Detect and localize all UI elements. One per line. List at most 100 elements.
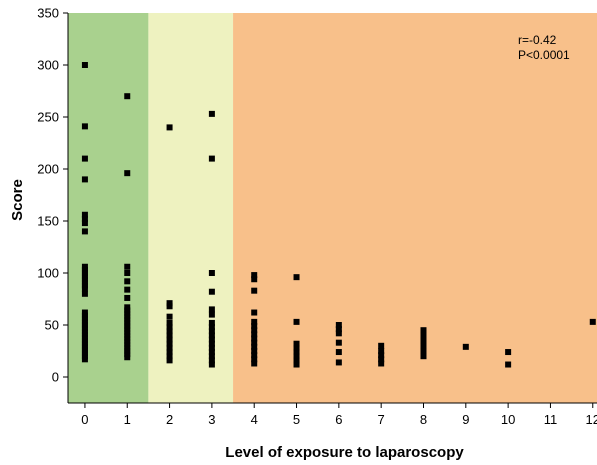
data-point: [293, 357, 300, 364]
data-point: [124, 323, 131, 330]
data-point: [208, 332, 215, 339]
data-point: [208, 361, 215, 368]
data-point: [81, 346, 88, 353]
data-point: [378, 352, 385, 359]
x-tick-label: 7: [378, 412, 385, 427]
data-point: [124, 170, 131, 177]
data-point: [124, 286, 131, 293]
data-point: [124, 329, 131, 336]
data-point: [124, 348, 131, 354]
y-tick-label: 50: [45, 318, 59, 333]
data-point: [589, 318, 596, 325]
data-point: [166, 353, 173, 360]
data-point: [166, 344, 173, 351]
data-point: [81, 337, 88, 344]
data-point: [81, 334, 88, 341]
data-point: [251, 331, 258, 338]
data-point: [81, 325, 88, 332]
data-point: [251, 335, 258, 342]
data-point: [124, 319, 131, 326]
data-point: [208, 344, 215, 351]
data-point: [251, 276, 258, 283]
data-point: [335, 339, 342, 346]
y-tick-label: 0: [52, 370, 59, 385]
data-point: [335, 322, 342, 328]
data-point: [124, 270, 131, 276]
x-tick-label: 10: [501, 412, 515, 427]
data-point: [124, 307, 131, 314]
data-point: [293, 318, 300, 325]
data-point: [208, 340, 215, 347]
data-point: [81, 356, 88, 363]
data-point: [335, 359, 342, 366]
p-value-annotation: P<0.0001: [518, 48, 570, 62]
data-point: [81, 322, 88, 328]
axes: [63, 12, 597, 408]
data-point: [124, 351, 131, 358]
data-point: [81, 328, 88, 335]
y-tick-label: 300: [37, 58, 59, 73]
data-point: [81, 220, 88, 227]
data-point: [166, 349, 173, 356]
y-tick-label: 200: [37, 162, 59, 177]
data-point: [166, 303, 173, 310]
data-point: [124, 338, 131, 345]
data-point: [251, 343, 258, 350]
background-band-2: [233, 13, 597, 403]
x-tick-label: 1: [124, 412, 131, 427]
data-point: [208, 311, 215, 318]
background-band-0: [68, 13, 149, 403]
data-point: [124, 354, 131, 361]
data-point: [81, 343, 88, 350]
data-point: [251, 327, 258, 334]
data-point: [166, 328, 173, 335]
data-point: [293, 344, 300, 351]
data-points: [81, 62, 596, 368]
data-point: [251, 272, 258, 279]
data-point: [208, 155, 215, 162]
x-tick-label: 6: [335, 412, 342, 427]
data-point: [81, 266, 88, 273]
data-point: [378, 356, 385, 363]
data-point: [81, 276, 88, 283]
y-tick-label: 250: [37, 110, 59, 125]
data-point: [251, 309, 258, 316]
data-point: [166, 336, 173, 343]
data-point: [251, 318, 258, 325]
x-tick-label: 12: [586, 412, 597, 427]
data-point: [166, 300, 173, 307]
data-point: [420, 327, 427, 334]
data-point: [81, 228, 88, 235]
data-point: [166, 313, 173, 320]
data-point: [293, 349, 300, 356]
data-point: [251, 323, 258, 330]
data-point: [81, 123, 88, 130]
data-point: [505, 349, 512, 356]
data-point: [208, 357, 215, 364]
data-point: [208, 319, 215, 326]
data-point: [208, 110, 215, 117]
data-point: [293, 361, 300, 368]
data-point: [293, 274, 300, 281]
data-point: [293, 340, 300, 347]
data-point: [420, 332, 427, 339]
data-point: [166, 319, 173, 326]
data-point: [81, 263, 88, 270]
data-point: [124, 326, 131, 333]
data-point: [378, 342, 385, 349]
data-point: [378, 360, 385, 367]
data-point: [208, 328, 215, 335]
data-point: [124, 344, 131, 351]
data-point: [81, 315, 88, 322]
data-point: [81, 270, 88, 276]
x-tick-label: 11: [544, 412, 558, 427]
data-point: [378, 348, 385, 354]
data-point: [208, 353, 215, 360]
data-point: [81, 282, 88, 289]
x-tick-label: 5: [293, 412, 300, 427]
data-point: [81, 350, 88, 357]
data-point: [81, 215, 88, 222]
data-point: [81, 331, 88, 338]
x-tick-label: 8: [420, 412, 427, 427]
